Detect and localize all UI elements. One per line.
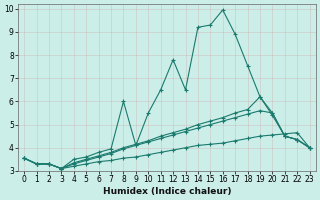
X-axis label: Humidex (Indice chaleur): Humidex (Indice chaleur) [103,187,231,196]
